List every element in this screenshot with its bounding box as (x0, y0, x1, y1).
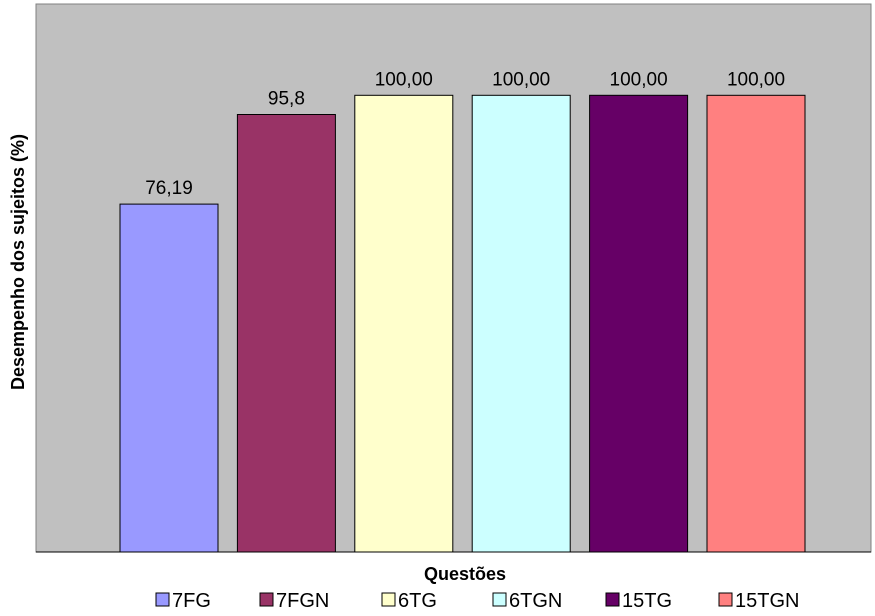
legend-swatch-7fg (155, 592, 170, 607)
data-label-7fg: 76,19 (145, 178, 193, 199)
legend-label-15tgn: 15TGN (735, 590, 799, 612)
x-axis-title: Questões (424, 564, 506, 584)
data-label-15tg: 100,00 (610, 69, 668, 90)
y-axis-title: Desempenho dos sujeitos (%) (8, 134, 28, 390)
legend-label-7fgn: 7FGN (276, 590, 329, 612)
legend-label-7fg: 7FG (172, 590, 211, 612)
legend-swatch-7fgn (259, 592, 274, 607)
bar-15tg (589, 94, 689, 553)
legend-label-15tg: 15TG (622, 590, 672, 612)
legend-label-6tg: 6TG (398, 590, 437, 612)
data-label-7fgn: 95,8 (268, 89, 305, 110)
bar-15tgn (706, 94, 806, 553)
legend: 7FG 7FGN 6TG 6TGN 15TG 15TGN (155, 590, 799, 612)
bar-6tgn (471, 94, 571, 553)
bars-layer (119, 94, 806, 553)
legend-swatch-15tgn (718, 592, 733, 607)
data-label-6tgn: 100,00 (492, 69, 550, 90)
bar-7fg (119, 203, 219, 553)
data-label-15tgn: 100,00 (727, 69, 785, 90)
legend-label-6tgn: 6TGN (509, 590, 562, 612)
bar-6tg (354, 94, 454, 553)
bar-7fgn (236, 114, 336, 553)
legend-swatch-15tg (605, 592, 620, 607)
legend-swatch-6tg (381, 592, 396, 607)
data-label-6tg: 100,00 (375, 69, 433, 90)
legend-swatch-6tgn (492, 592, 507, 607)
data-labels-layer: 76,19 95,8 100,00 100,00 100,00 100,00 (145, 69, 785, 199)
